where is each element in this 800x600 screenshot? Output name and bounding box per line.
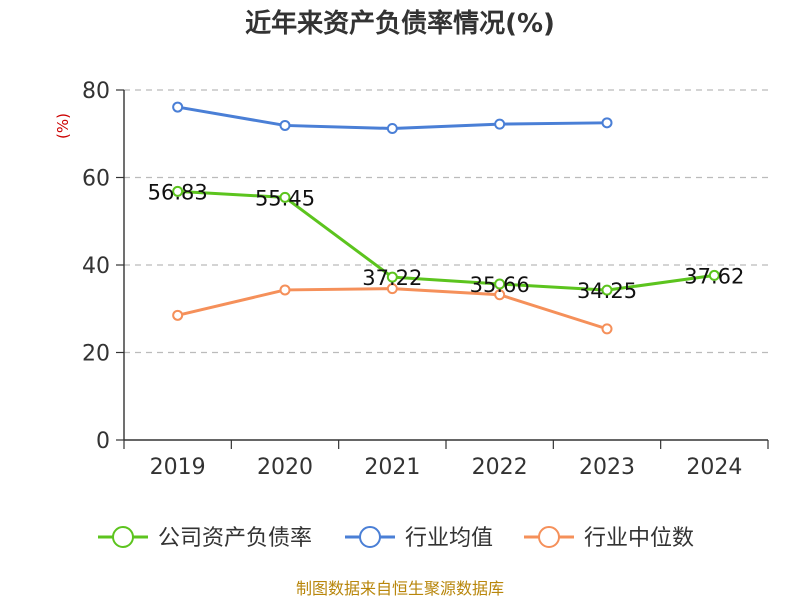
- data-point: [494, 118, 506, 130]
- y-tick-label: 60: [82, 167, 110, 192]
- data-point: [279, 191, 291, 203]
- data-point: [601, 284, 613, 296]
- x-tick-label: 2021: [364, 455, 420, 480]
- x-tick-label: 2019: [150, 455, 206, 480]
- data-label: 37.22: [362, 266, 422, 290]
- x-tick-label: 2023: [579, 455, 635, 480]
- data-point: [279, 284, 291, 296]
- data-point: [386, 123, 398, 134]
- y-tick-label: 0: [96, 429, 110, 454]
- x-tick-label: 2020: [257, 455, 313, 480]
- legend-label: 公司资产负债率: [158, 526, 312, 551]
- data-label: 37.62: [684, 264, 744, 288]
- legend-item-2[interactable]: 行业中位数: [524, 526, 694, 551]
- data-point: [601, 117, 613, 129]
- data-point: [708, 269, 720, 281]
- axes: 0 20 40 60 80 2019 2020 2021 2022 2023 2024: [82, 79, 769, 480]
- y-tick-label: 40: [82, 254, 110, 279]
- data-point: [386, 283, 398, 295]
- x-tick-label: 2022: [472, 455, 528, 480]
- data-point: [279, 119, 291, 131]
- data-point: [172, 309, 184, 321]
- y-axis-unit: (%): [54, 113, 72, 139]
- data-point: [601, 323, 613, 335]
- x-tick-label: 2024: [686, 455, 742, 480]
- series-line-0: [177, 189, 715, 292]
- legend: 公司资产负债率 行业均值 行业中位数: [98, 526, 694, 551]
- legend-swatch-marker: [112, 526, 134, 548]
- data-label: 35.66: [470, 273, 530, 297]
- legend-label: 行业中位数: [584, 526, 694, 551]
- legend-item-0[interactable]: 公司资产负债率: [98, 526, 312, 551]
- y-tick-label: 20: [82, 342, 110, 367]
- legend-swatch-marker: [359, 526, 381, 548]
- data-point: [494, 278, 506, 290]
- legend-item-1[interactable]: 行业均值: [345, 526, 493, 551]
- grid-lines: [124, 89, 768, 354]
- data-label: 55.45: [255, 186, 315, 210]
- legend-swatch-marker: [538, 526, 560, 548]
- source-note: 制图数据来自恒生聚源数据库: [296, 579, 504, 598]
- series-group: [172, 101, 720, 335]
- chart-title: 近年来资产负债率情况(%): [245, 8, 555, 39]
- data-point: [494, 289, 506, 301]
- series-line-2: [177, 287, 608, 331]
- data-labels: 56.83 55.45 37.22 35.66 34.25 37.62: [148, 180, 745, 303]
- data-point: [386, 271, 398, 283]
- data-point: [172, 101, 184, 113]
- legend-label: 行业均值: [405, 526, 493, 551]
- data-label: 56.83: [148, 180, 208, 204]
- data-point: [172, 185, 184, 197]
- y-tick-label: 80: [82, 79, 110, 104]
- data-label: 34.25: [577, 279, 637, 303]
